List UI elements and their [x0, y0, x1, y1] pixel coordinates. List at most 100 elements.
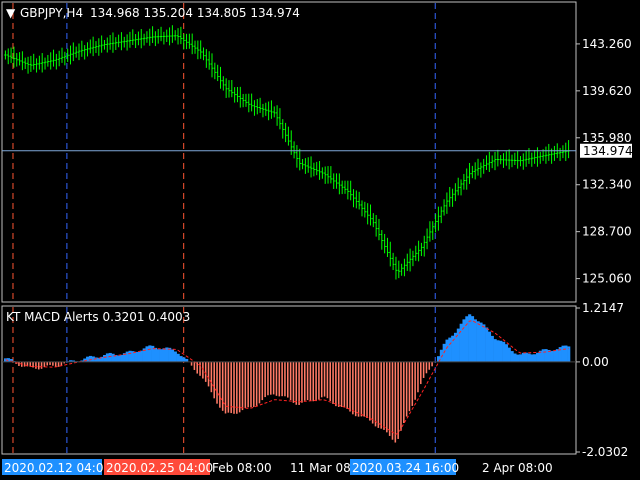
- macd-bar: [499, 340, 503, 362]
- price-panel[interactable]: 143.260 139.620 135.980 132.340 128.700 125.0…: [1, 1, 633, 303]
- macd-bar: [156, 349, 160, 362]
- macd-bar: [417, 361, 419, 393]
- macd-bar: [264, 361, 266, 398]
- macd-bar: [23, 361, 26, 367]
- macd-bar: [394, 361, 397, 443]
- price-tick-label: 125.060: [582, 272, 632, 286]
- time-badge-label: 2020.02.12 04:00: [4, 461, 111, 475]
- macd-bar: [487, 331, 492, 362]
- macd-bar: [377, 361, 380, 428]
- macd-bar: [502, 341, 506, 362]
- macd-bar: [162, 348, 166, 362]
- time-badge-label: 2020.03.24 16:00: [352, 461, 459, 475]
- macd-bar: [473, 319, 477, 362]
- macd-bar: [103, 354, 107, 362]
- macd-bar: [303, 361, 306, 401]
- macd-bar: [139, 350, 143, 362]
- macd-panel-frame: [1, 305, 577, 455]
- macd-bar: [558, 347, 562, 362]
- macd-bar: [52, 361, 54, 366]
- macd-bar: [354, 361, 357, 417]
- macd-bar: [176, 353, 180, 362]
- macd-bar: [465, 316, 469, 362]
- macd-bar: [86, 356, 90, 362]
- macd-bar: [524, 352, 528, 362]
- macd-bar: [202, 361, 204, 379]
- macd-bar: [388, 361, 391, 436]
- macd-bar: [40, 361, 43, 369]
- macd-bar: [360, 361, 363, 417]
- dropdown-arrow-icon[interactable]: ▼: [6, 6, 16, 20]
- price-tick-label: 143.260: [582, 37, 632, 51]
- macd-bar: [386, 361, 388, 433]
- macd-bar: [329, 361, 332, 401]
- macd-bar: [519, 354, 523, 362]
- macd-bar: [346, 361, 348, 409]
- signal-vertical-lines-macd: [12, 307, 436, 453]
- current-price-box: [580, 143, 632, 158]
- macd-bar: [482, 324, 486, 362]
- macd-bar: [521, 352, 526, 362]
- macd-bar: [510, 351, 514, 362]
- macd-bar: [357, 361, 360, 417]
- macd-bar: [479, 322, 483, 362]
- price-tick-label: 132.340: [582, 178, 632, 192]
- macd-bar: [80, 360, 84, 362]
- macd-bar: [561, 345, 565, 362]
- macd-bar: [253, 361, 255, 407]
- time-badge-blue: [350, 459, 456, 475]
- time-tick-label: 2 Apr 08:00: [482, 461, 553, 475]
- macd-bar: [352, 361, 354, 415]
- macd-bar: [182, 357, 186, 362]
- time-badge-label: 2020.02.25 04:00: [106, 461, 213, 475]
- macd-bar: [250, 361, 252, 408]
- macd-bar: [544, 349, 548, 362]
- macd-bar: [470, 316, 475, 362]
- macd-bar: [137, 351, 141, 362]
- macd-bar: [420, 361, 422, 385]
- time-badge-red: [104, 459, 210, 475]
- chart-header: ▼ GBPJPY,H4 134.968 135.204 134.805 134.…: [6, 6, 300, 20]
- macd-bar: [485, 327, 489, 362]
- macd-bar: [541, 349, 545, 362]
- macd-bar: [448, 337, 452, 362]
- macd-panel[interactable]: 1.2147 0.00 -2.0302 KT MACD Alerts 0.3201 …: [1, 301, 628, 459]
- macd-bar: [26, 361, 29, 367]
- macd-bar: [507, 347, 511, 362]
- macd-bar: [431, 361, 433, 367]
- macd-bar: [46, 361, 49, 366]
- macd-bar: [190, 361, 193, 366]
- macd-bar: [536, 352, 540, 362]
- macd-bar: [244, 361, 247, 409]
- macd-bar: [125, 351, 129, 362]
- macd-bar: [97, 357, 101, 362]
- macd-bar: [120, 354, 124, 362]
- macd-bar: [318, 361, 320, 400]
- macd-bar: [553, 350, 557, 362]
- macd-bar: [168, 347, 172, 362]
- macd-bar: [414, 361, 416, 400]
- macd-axis: 1.2147 0.00 -2.0302: [576, 301, 628, 459]
- macd-bar: [165, 347, 169, 362]
- macd-bar: [37, 361, 40, 370]
- macd-bar: [527, 353, 531, 362]
- macd-bar: [326, 361, 329, 399]
- macd-bar: [516, 354, 520, 362]
- macd-bar: [493, 339, 497, 362]
- macd-bar: [108, 352, 112, 362]
- macd-bar: [456, 328, 460, 362]
- macd-bar: [476, 321, 480, 362]
- indicator-label: KT MACD Alerts 0.3201 0.4003: [6, 310, 190, 324]
- macd-bar: [284, 361, 286, 397]
- macd-bar: [309, 361, 312, 401]
- macd-bar: [219, 361, 221, 408]
- macd-bar: [255, 361, 258, 406]
- macd-bar: [275, 361, 278, 396]
- macd-bar: [292, 361, 295, 403]
- macd-bar: [550, 350, 554, 362]
- symbol-label: GBPJPY,H4: [20, 6, 83, 20]
- macd-bar: [173, 351, 177, 362]
- macd-bar: [94, 357, 98, 362]
- macd-bar: [69, 360, 73, 362]
